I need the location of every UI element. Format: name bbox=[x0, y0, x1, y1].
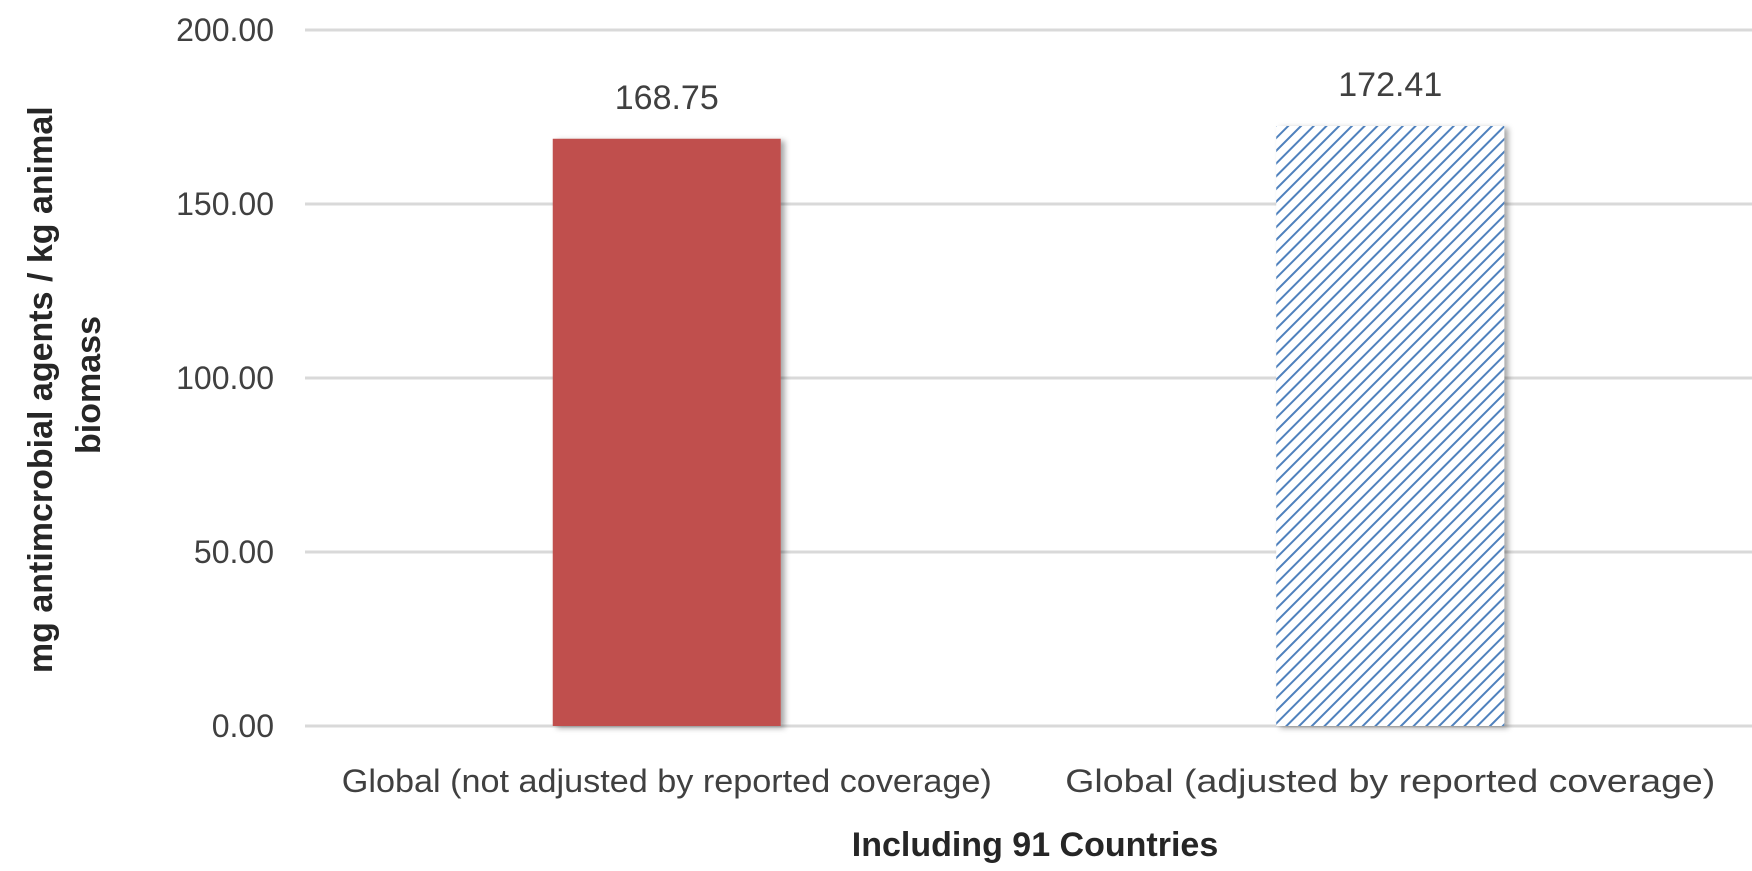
gridlines bbox=[305, 28, 1752, 728]
data-label: 172.41 bbox=[1338, 66, 1442, 104]
y-axis-title: mg antimcrobial agents / kg animal bioma… bbox=[22, 97, 108, 673]
x-category-label: Global (adjusted by reported coverage) bbox=[1065, 763, 1715, 799]
y-tick-label: 0.00 bbox=[212, 708, 274, 744]
y-axis-title-line-1: mg antimcrobial agents / kg animal bbox=[22, 106, 60, 673]
x-category-labels: Global (not adjusted by reported coverag… bbox=[342, 763, 1716, 799]
data-label: 168.75 bbox=[615, 79, 719, 117]
y-axis-title-line-2: biomass bbox=[70, 316, 108, 454]
x-axis-title: Including 91 Countries bbox=[852, 826, 1218, 864]
y-tick-label: 200.00 bbox=[176, 12, 274, 48]
y-tick-label: 150.00 bbox=[176, 186, 274, 222]
bars bbox=[552, 126, 1505, 727]
x-category-label: Global (not adjusted by reported coverag… bbox=[342, 763, 992, 799]
y-tick-label: 100.00 bbox=[176, 360, 274, 396]
y-tick-label: 50.00 bbox=[194, 534, 274, 570]
bar bbox=[552, 138, 781, 726]
y-tick-labels: 0.00 50.00 100.00 150.00 200.00 bbox=[176, 12, 274, 744]
data-labels: 168.75 172.41 bbox=[615, 66, 1443, 117]
bar bbox=[1276, 126, 1505, 727]
